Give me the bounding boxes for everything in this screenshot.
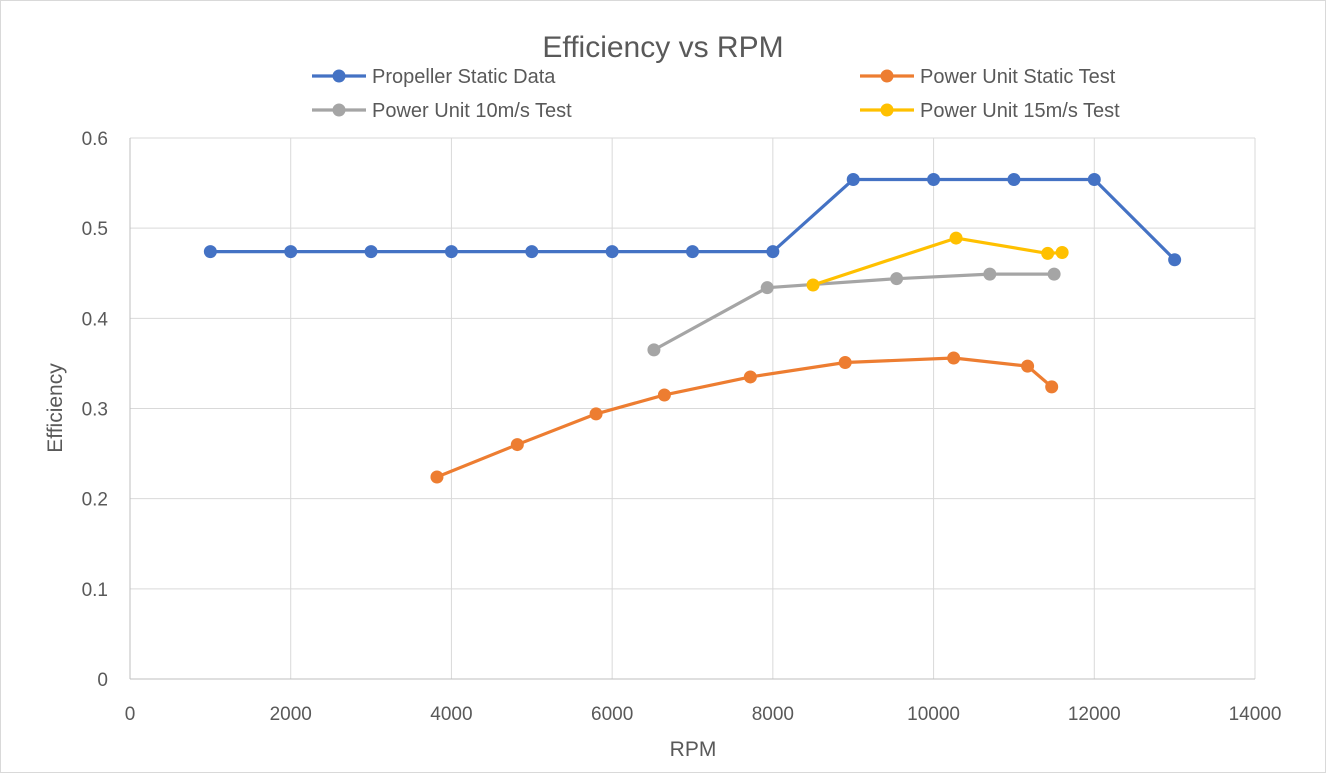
legend-item: Power Unit Static Test (860, 66, 1116, 88)
data-point (1087, 172, 1101, 186)
x-tick-label: 4000 (430, 704, 472, 725)
y-tick-label: 0.4 (82, 309, 109, 330)
data-point (1168, 253, 1182, 267)
x-tick-label: 2000 (270, 704, 312, 725)
y-tick-label: 0.2 (82, 490, 108, 511)
legend-label: Power Unit 10m/s Test (372, 100, 572, 122)
series-power-unit-static-test (430, 351, 1059, 484)
x-axis-title: RPM (670, 738, 717, 761)
x-tick-label: 14000 (1229, 704, 1282, 725)
data-point (1021, 359, 1035, 373)
legend-marker (880, 69, 894, 83)
data-point (203, 245, 217, 259)
series-power-unit-10m-s-test (647, 267, 1061, 357)
data-point (657, 388, 671, 402)
data-point (647, 343, 661, 357)
y-tick-label: 0.3 (82, 400, 108, 421)
data-point (806, 278, 820, 292)
data-point (1007, 172, 1021, 186)
data-point (510, 438, 524, 452)
legend-marker (880, 103, 894, 117)
series-power-unit-15m-s-test (806, 231, 1069, 292)
data-point (1047, 267, 1061, 281)
data-point (927, 172, 941, 186)
legend-item: Power Unit 15m/s Test (860, 100, 1120, 122)
x-tick-label: 6000 (591, 704, 633, 725)
series-propeller-static-data (203, 172, 1182, 267)
legend-item: Propeller Static Data (312, 66, 556, 88)
x-tick-label: 10000 (907, 704, 960, 725)
legend-label: Power Unit 15m/s Test (920, 100, 1120, 122)
data-point (444, 245, 458, 259)
data-point (589, 407, 603, 421)
gridlines (130, 137, 1256, 679)
data-point (686, 245, 699, 259)
data-point (605, 245, 619, 259)
data-point (838, 356, 852, 370)
y-tick-label: 0.6 (82, 129, 108, 150)
data-point (364, 245, 378, 259)
legend-marker (332, 103, 346, 117)
series-layer (203, 172, 1182, 484)
y-tick-label: 0.1 (82, 580, 108, 601)
data-point (284, 245, 298, 259)
data-point (430, 470, 444, 484)
x-tick-label: 8000 (752, 704, 794, 725)
legend-marker (332, 69, 346, 83)
chart-title: Efficiency vs RPM (542, 31, 783, 64)
data-point (949, 231, 963, 245)
series-line (812, 236, 1063, 287)
data-point (983, 267, 997, 281)
series-line (653, 272, 1055, 352)
data-point (743, 370, 757, 384)
data-point (1055, 246, 1069, 260)
legend-item: Power Unit 10m/s Test (312, 100, 572, 122)
x-tick-label: 0 (125, 704, 136, 725)
legend-label: Power Unit Static Test (920, 66, 1116, 88)
data-point (1045, 380, 1059, 394)
x-tick-label: 12000 (1068, 704, 1121, 725)
axes: 0 2000 4000 6000 8000 10000 12000 14000 0 0.1 0.2 0… (82, 129, 1282, 725)
data-point (890, 272, 904, 286)
data-point (947, 351, 961, 365)
data-point (846, 172, 860, 186)
y-tick-label: 0.5 (82, 219, 108, 240)
data-point (760, 281, 774, 295)
data-point (1041, 246, 1055, 260)
y-tick-label: 0 (97, 670, 108, 691)
y-axis-title: Efficiency (44, 363, 67, 453)
legend-label: Propeller Static Data (372, 66, 556, 88)
legend: Propeller Static Data Power Unit Static T… (312, 66, 1120, 122)
data-point (766, 245, 780, 259)
data-point (525, 245, 539, 259)
